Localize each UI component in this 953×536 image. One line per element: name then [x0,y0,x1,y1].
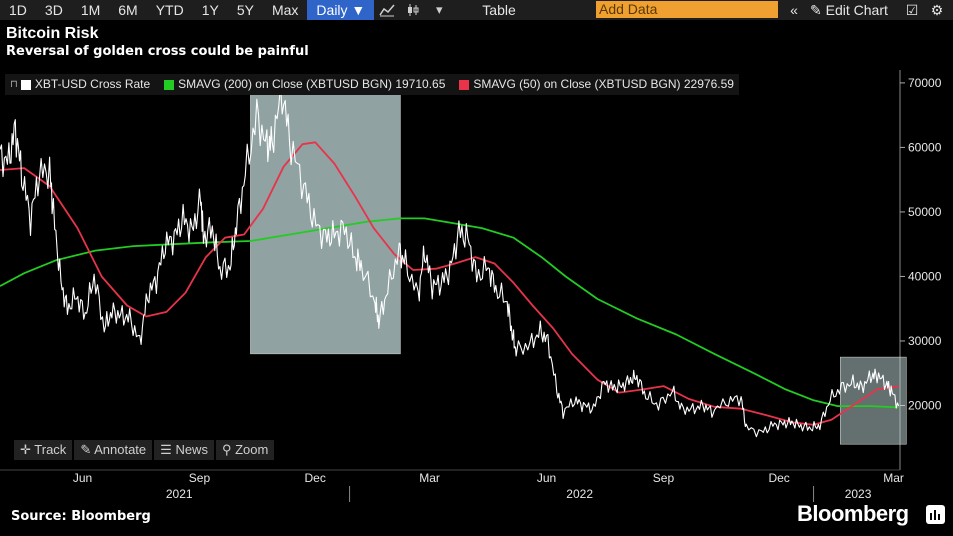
pen-icon: ✎ [80,442,95,457]
chart-title: Bitcoin Risk [6,25,99,42]
legend-item-xbt: XBT-USD Cross Rate [34,77,151,91]
crosshair-icon: ✛ [20,442,35,457]
add-data-input[interactable]: Add Data [596,1,778,18]
candlestick-icon[interactable] [400,0,426,20]
x-tick-label-4: Jun [537,471,556,485]
range-button-3d[interactable]: 3D [44,2,63,18]
legend-swatch-sma50 [459,79,470,90]
year-label-2023: 2023 [845,487,872,501]
range-button-6m[interactable]: 6M [118,2,138,18]
legend-swatch-xbt [20,79,31,90]
zoom-button[interactable]: ⚲ Zoom [215,440,275,460]
legend-handle-icon: ⊓ [10,79,18,90]
x-tick-label-0: Jun [73,471,92,485]
series-line-1 [0,217,899,409]
x-tick-label-1: Sep [189,471,211,485]
y-tick-label-30000: 30000 [908,334,942,348]
edit-chart-button[interactable]: ✎ Edit Chart [810,0,888,20]
x-tick-label-3: Mar [419,471,440,485]
range-button-max[interactable]: Max [271,2,299,18]
bloomberg-logo: Bloomberg [797,501,909,526]
dropdown-arrow-icon[interactable]: ▾ [436,2,443,17]
frequency-dropdown[interactable]: Daily ▼ [307,0,375,20]
range-button-1m[interactable]: 1M [80,2,101,18]
y-tick-label-60000: 60000 [908,140,942,154]
legend-swatch-sma200 [164,79,175,90]
line-chart-icon[interactable] [374,0,400,20]
double-chevron-left-icon[interactable]: « [790,2,798,18]
bloomberg-terminal-icon [926,505,945,524]
y-tick-label-70000: 70000 [908,76,942,90]
annotate-button[interactable]: ✎ Annotate [74,440,153,460]
gear-icon[interactable]: ⚙ [930,2,944,18]
legend-item-sma200: SMAVG (200) on Close (XBTUSD BGN) 19710.… [178,77,446,91]
news-icon: ☰ [160,442,176,457]
y-tick-label-40000: 40000 [908,269,942,283]
news-button[interactable]: ☰ News [154,440,214,460]
chart-tools: ✛ Track ✎ Annotate ☰ News ⚲ Zoom [14,440,276,460]
series-line-0 [0,84,900,438]
range-buttons: 1D 3D 1M 6M YTD 1Y 5Y Max [0,0,307,20]
highlight-box-2 [840,356,907,445]
range-button-ytd[interactable]: YTD [155,2,184,18]
x-tick-label-6: Dec [768,471,789,485]
range-button-1y[interactable]: 1Y [201,2,219,18]
chart-subtitle: Reversal of golden cross could be painfu… [6,44,309,59]
x-tick-label-2: Dec [304,471,325,485]
edit-settings-icon[interactable]: ☑ [905,2,919,18]
table-button[interactable]: Table [482,2,516,18]
y-tick-label-50000: 50000 [908,205,942,219]
source-note: Source: Bloomberg [11,509,151,524]
legend-item-sma50: SMAVG (50) on Close (XBTUSD BGN) 22976.5… [473,77,734,91]
range-button-1d[interactable]: 1D [9,2,27,18]
series-line-2 [0,141,899,426]
y-tick-label-20000: 20000 [908,398,942,412]
range-button-5y[interactable]: 5Y [236,2,254,18]
x-tick-label-5: Sep [653,471,675,485]
track-button[interactable]: ✛ Track [14,440,73,460]
year-label-2021: 2021 [166,487,193,501]
pencil-icon: ✎ [810,2,822,18]
year-label-2022: 2022 [566,487,593,501]
edit-chart-label: Edit Chart [825,2,888,18]
magnifier-icon: ⚲ [221,442,236,457]
chart-legend: ⊓ XBT-USD Cross Rate SMAVG (200) on Clos… [5,74,739,95]
x-tick-label-7: Mar [883,471,904,485]
